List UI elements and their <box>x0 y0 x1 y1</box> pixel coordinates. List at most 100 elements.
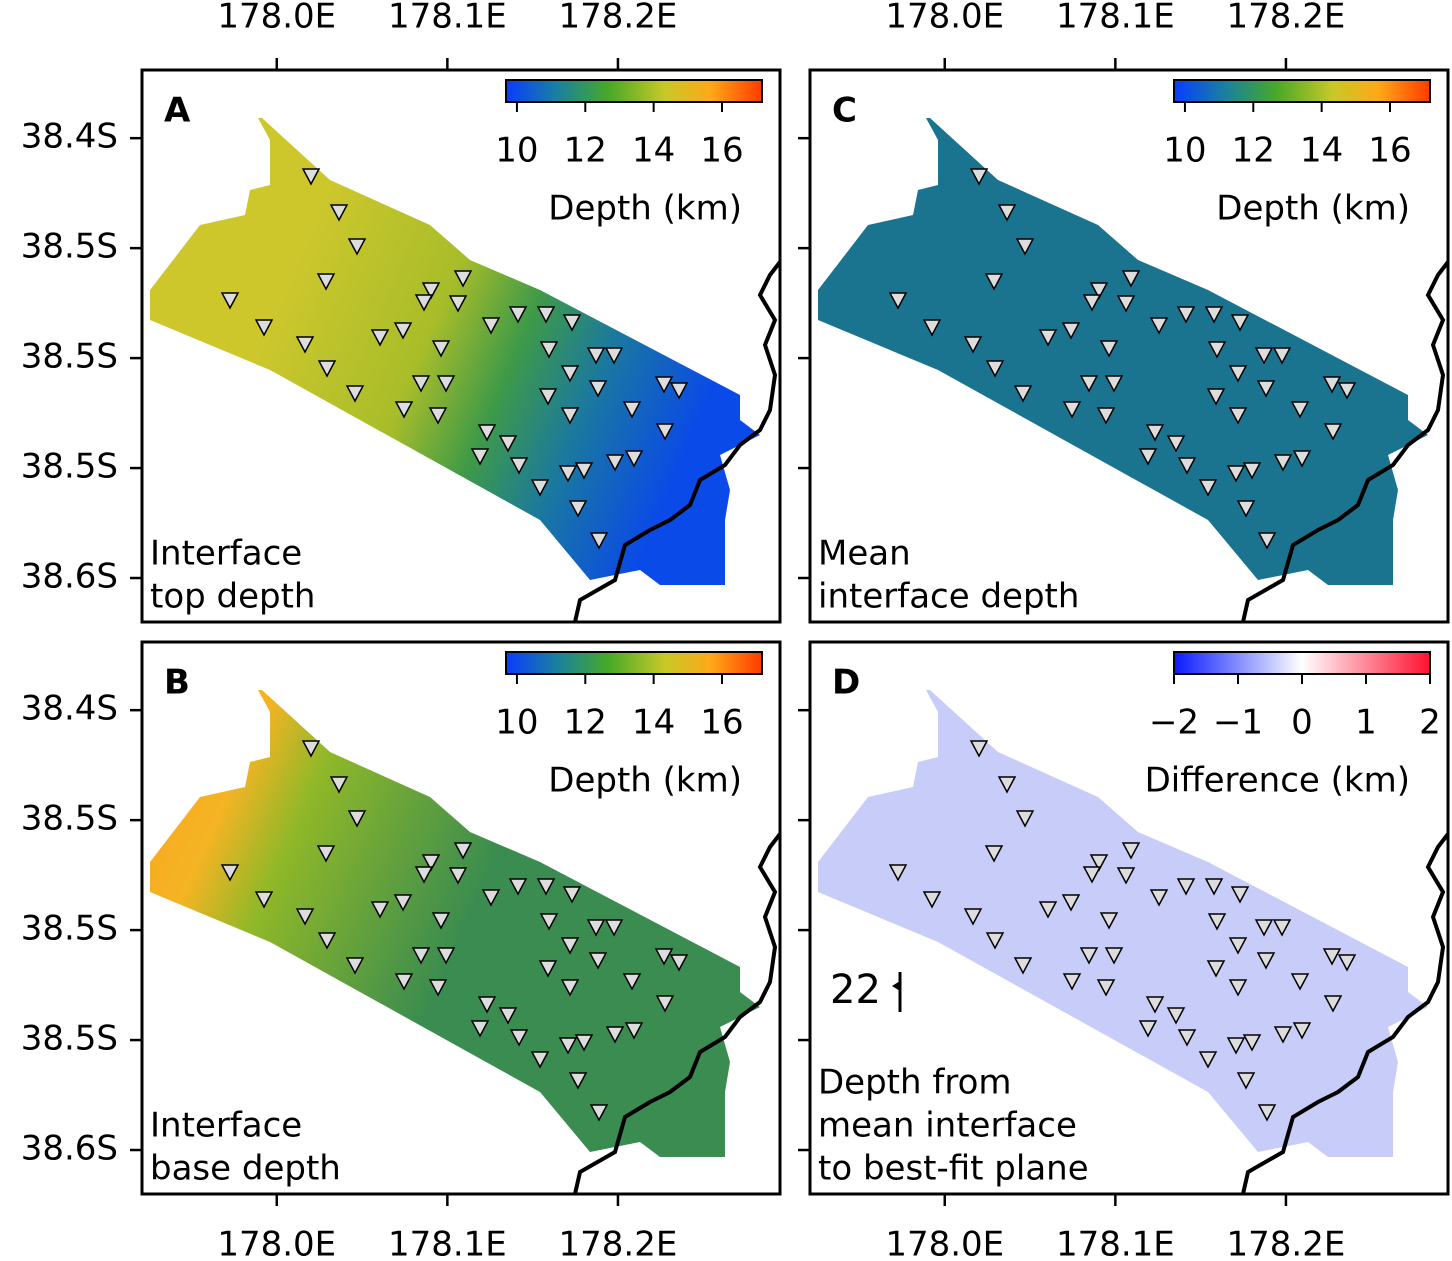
x-tick-label: 178.2E <box>1227 1225 1346 1258</box>
y-tick-label: 38.6S <box>21 557 118 597</box>
station <box>1082 294 1102 312</box>
station <box>428 407 448 425</box>
station <box>560 407 580 425</box>
station <box>431 340 451 358</box>
station <box>562 314 582 332</box>
station <box>1292 1022 1312 1040</box>
station <box>295 908 315 926</box>
colorbar-tick-label: 1 <box>1355 703 1377 743</box>
station <box>586 347 606 365</box>
station <box>393 322 413 340</box>
station <box>1242 462 1262 480</box>
station <box>316 273 336 291</box>
panel-frame <box>140 640 782 1196</box>
station <box>589 532 609 550</box>
y-tick-label: 38.5S <box>21 1019 118 1059</box>
station <box>985 360 1005 378</box>
station <box>1166 1007 1186 1025</box>
station <box>301 740 321 758</box>
map-content <box>150 118 780 622</box>
station <box>1228 407 1248 425</box>
colorbar-tick-label: 2 <box>1419 703 1441 743</box>
station <box>588 952 608 970</box>
station <box>655 995 675 1013</box>
colorbar-tick-label: 14 <box>632 703 675 743</box>
station <box>316 845 336 863</box>
station <box>985 932 1005 950</box>
colorbar-tick-label: 10 <box>495 131 538 171</box>
station <box>574 1034 594 1052</box>
station <box>1272 347 1292 365</box>
station <box>984 845 1004 863</box>
station <box>1273 454 1293 472</box>
x-tick-label: 178.0E <box>217 1225 336 1258</box>
panel-letter: B <box>164 663 190 703</box>
station <box>560 979 580 997</box>
station <box>317 932 337 950</box>
station <box>604 919 624 937</box>
station <box>1121 270 1141 288</box>
station <box>498 435 518 453</box>
station <box>509 457 529 475</box>
station <box>477 996 497 1014</box>
colorbar-label: Depth (km) <box>548 189 742 229</box>
station <box>1104 947 1124 965</box>
station <box>1138 448 1158 466</box>
station <box>536 878 556 896</box>
station <box>1292 450 1312 468</box>
station <box>1230 886 1250 904</box>
station <box>969 740 989 758</box>
colorbar-tick-label: 16 <box>700 131 743 171</box>
station <box>329 204 349 222</box>
station <box>1337 382 1357 400</box>
station <box>997 204 1017 222</box>
annotation-arrow <box>892 981 900 991</box>
station <box>436 375 456 393</box>
station <box>1116 295 1136 313</box>
station <box>1177 1029 1197 1047</box>
station <box>1177 457 1197 475</box>
colorbar <box>1173 79 1431 103</box>
station <box>669 954 689 972</box>
station <box>1337 954 1357 972</box>
x-tick-label: 178.1E <box>1056 1225 1175 1258</box>
colorbar-label: Difference (km) <box>1145 761 1410 801</box>
station <box>586 919 606 937</box>
station <box>1198 1051 1218 1069</box>
coastline <box>573 260 780 622</box>
colorbar <box>505 79 763 103</box>
station <box>1323 423 1343 441</box>
station <box>481 317 501 335</box>
station <box>1121 842 1141 860</box>
station <box>969 168 989 186</box>
station <box>421 854 441 872</box>
colorbar-tick-label: 0 <box>1291 703 1313 743</box>
station <box>1176 878 1196 896</box>
station <box>536 306 556 324</box>
station <box>588 380 608 398</box>
station <box>605 454 625 472</box>
panel-letter: C <box>832 91 857 131</box>
station <box>1254 347 1274 365</box>
x-tick-label: 178.0E <box>885 0 1004 37</box>
station <box>1256 380 1276 398</box>
station <box>470 448 490 466</box>
station <box>1176 306 1196 324</box>
x-tick-label: 178.2E <box>559 1225 678 1258</box>
station <box>539 913 559 931</box>
station <box>508 306 528 324</box>
panel-frame <box>140 68 782 624</box>
station <box>317 360 337 378</box>
station <box>393 894 413 912</box>
station <box>622 973 642 991</box>
colorbar-tick-label: 12 <box>564 131 607 171</box>
station <box>414 294 434 312</box>
y-tick-label: 38.5S <box>21 227 118 267</box>
colorbar-tick-label: 16 <box>700 703 743 743</box>
station <box>1096 407 1116 425</box>
station <box>508 878 528 896</box>
depth-field <box>150 690 760 1157</box>
panel-caption: to best-fit plane <box>818 1149 1089 1189</box>
map-content <box>818 118 1448 622</box>
